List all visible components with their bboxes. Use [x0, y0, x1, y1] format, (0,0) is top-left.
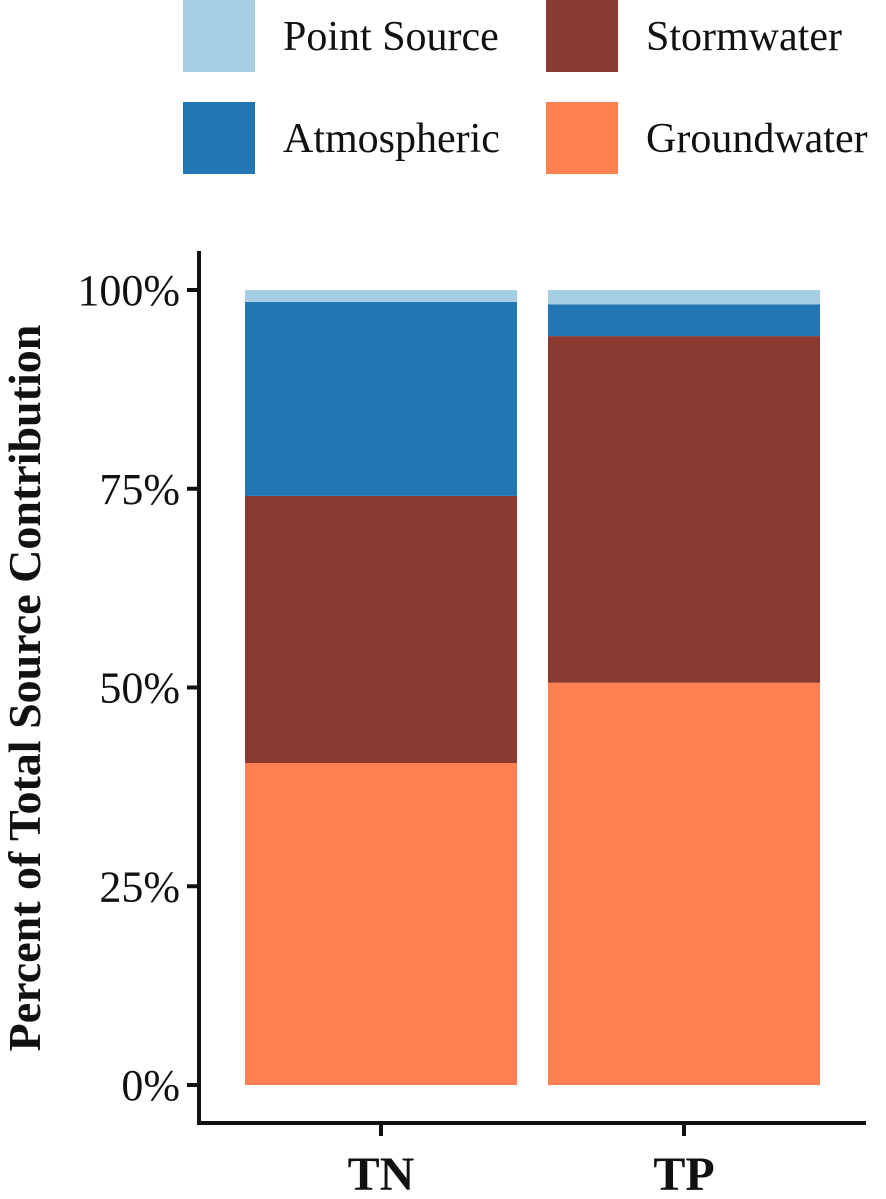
legend-swatch-groundwater: [546, 102, 618, 174]
x-tick-label-tp: TP: [653, 1148, 714, 1199]
legend-label-stormwater: Stormwater: [646, 14, 842, 60]
y-ticks: 0% 25% 50% 75% 100%: [77, 266, 199, 1110]
bar-tn-atmospheric: [245, 301, 517, 496]
legend-label-groundwater: Groundwater: [646, 116, 868, 162]
x-ticks: TN TP: [348, 1123, 715, 1199]
y-tick-label: 100%: [77, 266, 180, 315]
y-tick-label: 25%: [99, 862, 180, 911]
x-tick-label-tn: TN: [348, 1148, 415, 1199]
legend: Point Source Stormwater Atmospheric Groundw…: [183, 0, 868, 174]
bar-tp-atmospheric: [548, 304, 820, 337]
bar-tn-point-source: [245, 290, 517, 302]
y-tick-label: 75%: [99, 465, 180, 514]
bar-tp-point-source: [548, 290, 820, 305]
y-tick-label: 0%: [121, 1061, 180, 1110]
legend-swatch-atmospheric: [183, 102, 255, 174]
bar-tn-stormwater: [245, 495, 517, 764]
bar-tn-groundwater: [245, 763, 517, 1085]
legend-label-point-source: Point Source: [283, 14, 499, 60]
legend-swatch-stormwater: [546, 0, 618, 72]
bar-tp-groundwater: [548, 682, 820, 1085]
bars: [245, 290, 820, 1085]
y-axis-label: Percent of Total Source Contribution: [0, 325, 50, 1052]
legend-swatch-point-source: [183, 0, 255, 72]
legend-label-atmospheric: Atmospheric: [283, 116, 500, 162]
bar-tp-stormwater: [548, 336, 820, 683]
y-tick-label: 50%: [99, 664, 180, 713]
